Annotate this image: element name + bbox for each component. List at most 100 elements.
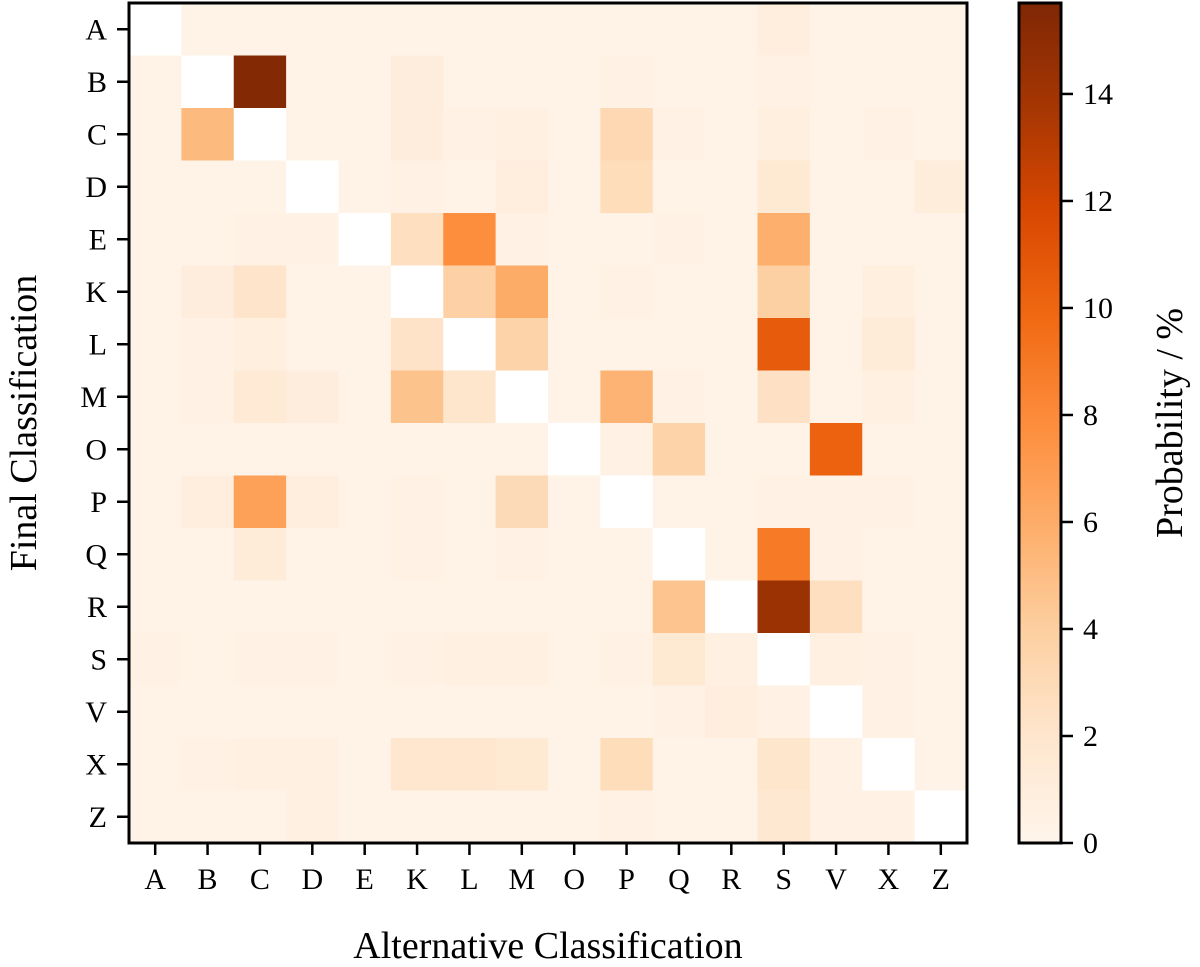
heatmap-cell-A-L <box>443 3 497 57</box>
heatmap-cell-B-R <box>705 55 759 109</box>
heatmap-cell-V-A <box>129 685 182 739</box>
heatmap-cell-Z-V <box>809 790 863 844</box>
heatmap-cell-C-P <box>600 108 654 162</box>
heatmap-cell-B-Z <box>914 55 968 109</box>
heatmap-cell-E-K <box>390 213 444 267</box>
heatmap-cell-M-X <box>862 370 916 424</box>
colorbar-tick-label: 8 <box>1083 399 1098 432</box>
x-tick-label: S <box>775 863 792 896</box>
heatmap-cell-K-C <box>233 265 287 319</box>
heatmap-cell-C-S <box>757 108 811 162</box>
heatmap-cell-O-X <box>862 423 916 477</box>
heatmap-cell-L-A <box>129 318 182 372</box>
heatmap-cell-O-K <box>390 423 444 477</box>
heatmap-cell-S-Z <box>914 633 968 687</box>
heatmap-cell-E-L <box>443 213 497 267</box>
heatmap-cell-X-L <box>443 738 497 792</box>
heatmap-cell-L-P <box>600 318 654 372</box>
heatmap-cell-P-O <box>548 475 601 529</box>
heatmap-cell-S-M <box>495 633 549 687</box>
heatmap-cell-P-Q <box>652 475 706 529</box>
heatmap-cell-C-L <box>443 108 497 162</box>
heatmap-cell-Q-E <box>338 528 392 582</box>
heatmap-cell-A-X <box>862 3 916 57</box>
heatmap-cell-C-X <box>862 108 916 162</box>
heatmap-cell-A-K <box>390 3 444 57</box>
colorbar-label: Probability / % <box>1149 308 1191 538</box>
heatmap-cell-S-D <box>286 633 340 687</box>
heatmap-cell-D-Q <box>652 160 706 214</box>
heatmap-cell-K-A <box>129 265 182 319</box>
heatmap-cell-K-X <box>862 265 916 319</box>
heatmap-cell-R-L <box>443 580 497 634</box>
heatmap-cell-E-Z <box>914 213 968 267</box>
heatmap-cell-V-L <box>443 685 497 739</box>
heatmap-cell-Z-B <box>181 790 235 844</box>
heatmap-cell-C-C <box>233 108 287 162</box>
x-axis-label: Alternative Classification <box>353 925 742 967</box>
y-tick-label: E <box>89 223 107 256</box>
heatmap-cell-Z-Z <box>914 790 968 844</box>
heatmap-cell-A-D <box>286 3 340 57</box>
heatmap-cell-S-K <box>390 633 444 687</box>
heatmap-cell-Z-L <box>443 790 497 844</box>
heatmap-cell-B-P <box>600 55 654 109</box>
heatmap-cell-C-V <box>809 108 863 162</box>
x-tick-label: V <box>825 863 847 896</box>
heatmap-cell-L-E <box>338 318 392 372</box>
heatmap-cell-X-E <box>338 738 392 792</box>
heatmap-cell-A-O <box>548 3 601 57</box>
heatmap-cell-Z-X <box>862 790 916 844</box>
heatmap-cell-X-M <box>495 738 549 792</box>
colorbar-ticks: 0 2 4 6 8 10 12 14 <box>1061 78 1113 860</box>
heatmap-cell-P-E <box>338 475 392 529</box>
heatmap-cell-Z-P <box>600 790 654 844</box>
heatmap-cell-Z-M <box>495 790 549 844</box>
heatmap-cell-D-V <box>809 160 863 214</box>
heatmap-cell-Q-D <box>286 528 340 582</box>
heatmap-cell-P-A <box>129 475 182 529</box>
heatmap-cell-S-X <box>862 633 916 687</box>
heatmap-cell-Q-C <box>233 528 287 582</box>
heatmap-cell-A-B <box>181 3 235 57</box>
heatmap-cell-V-Z <box>914 685 968 739</box>
heatmap-cell-Q-M <box>495 528 549 582</box>
heatmap-cell-X-B <box>181 738 235 792</box>
heatmap-cell-O-E <box>338 423 392 477</box>
heatmap-cell-K-Q <box>652 265 706 319</box>
heatmap-cell-K-S <box>757 265 811 319</box>
heatmap-cell-X-C <box>233 738 287 792</box>
heatmap-cell-D-E <box>338 160 392 214</box>
x-tick-label: P <box>618 863 635 896</box>
heatmap-cell-O-C <box>233 423 287 477</box>
heatmap-cell-V-K <box>390 685 444 739</box>
heatmap-cell-R-R <box>705 580 759 634</box>
heatmap-cell-L-X <box>862 318 916 372</box>
y-tick-label: S <box>90 643 107 676</box>
heatmap-cell-S-S <box>757 633 811 687</box>
x-tick-label: Q <box>668 863 690 896</box>
heatmap-cell-C-Q <box>652 108 706 162</box>
heatmap-cell-O-P <box>600 423 654 477</box>
heatmap-cell-R-M <box>495 580 549 634</box>
heatmap-cell-V-M <box>495 685 549 739</box>
heatmap-cell-S-Q <box>652 633 706 687</box>
heatmap-cell-A-A <box>129 3 182 57</box>
heatmap-cell-L-M <box>495 318 549 372</box>
heatmap-cell-L-L <box>443 318 497 372</box>
heatmap-cell-Z-D <box>286 790 340 844</box>
x-tick-label: E <box>356 863 374 896</box>
heatmap-cell-X-P <box>600 738 654 792</box>
x-tick-label: K <box>406 863 428 896</box>
heatmap-cell-D-P <box>600 160 654 214</box>
heatmap-cell-V-P <box>600 685 654 739</box>
heatmap-cell-O-S <box>757 423 811 477</box>
heatmap-cell-C-A <box>129 108 182 162</box>
heatmap-cell-C-E <box>338 108 392 162</box>
heatmap-cell-A-V <box>809 3 863 57</box>
heatmap-cell-B-M <box>495 55 549 109</box>
heatmap-cell-E-R <box>705 213 759 267</box>
heatmap-cell-L-B <box>181 318 235 372</box>
heatmap-cell-Q-L <box>443 528 497 582</box>
